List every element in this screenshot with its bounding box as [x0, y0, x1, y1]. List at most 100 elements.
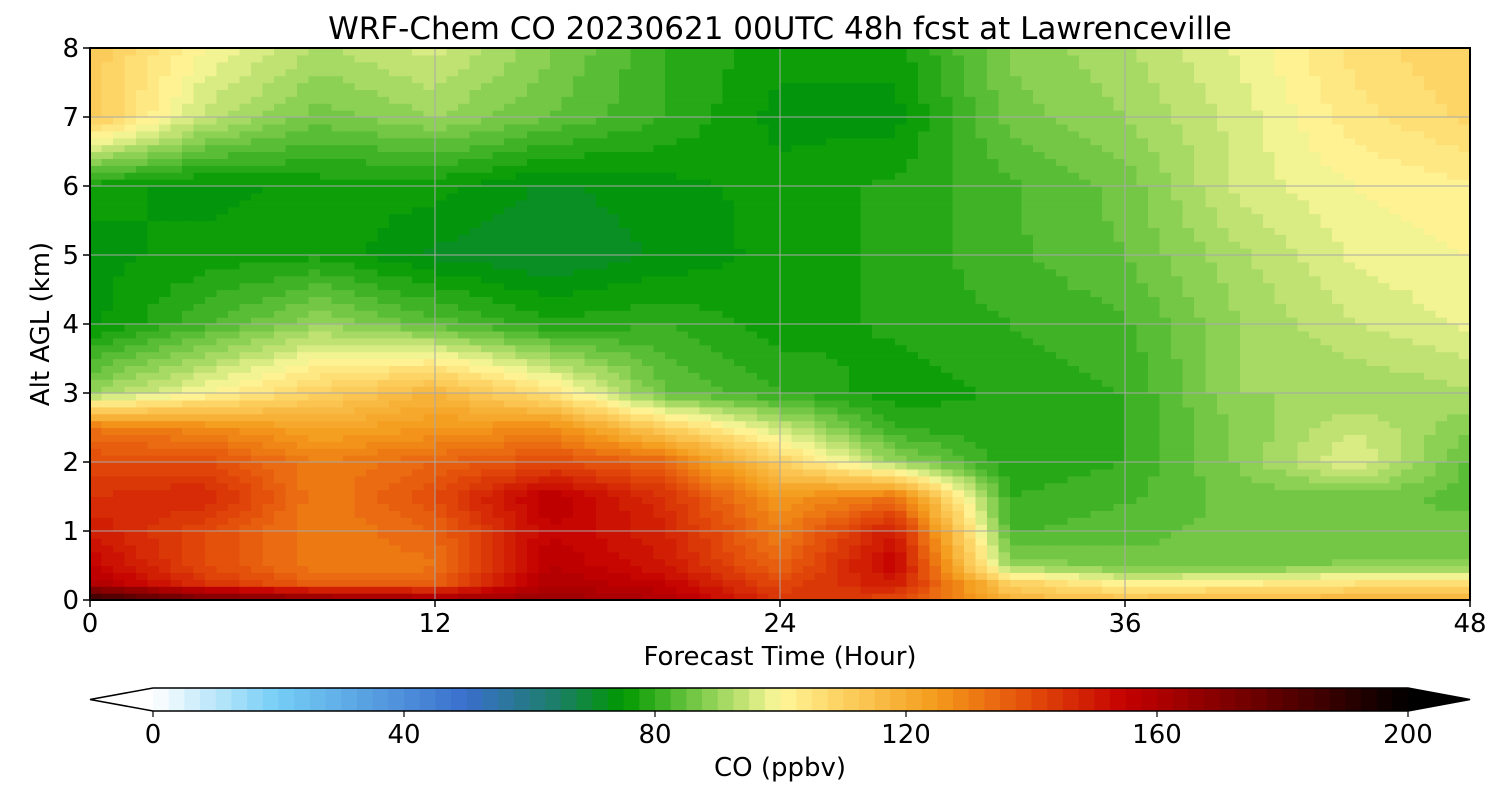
- heat-cell: [469, 317, 482, 325]
- heat-cell: [665, 344, 678, 353]
- heat-cell: [320, 524, 333, 532]
- heat-cell: [354, 448, 367, 456]
- heat-cell: [1044, 517, 1057, 525]
- heat-cell: [1102, 572, 1115, 580]
- heat-cell: [159, 579, 172, 587]
- heat-cell: [1424, 544, 1437, 553]
- heat-cell: [642, 496, 655, 504]
- heat-cell: [159, 399, 172, 408]
- heat-cell: [1056, 510, 1069, 518]
- heat-cell: [343, 468, 356, 477]
- heat-cell: [354, 551, 367, 560]
- heat-cell: [515, 337, 528, 346]
- heat-cell: [1102, 468, 1115, 477]
- heat-cell: [837, 572, 850, 580]
- heat-cell: [377, 379, 390, 387]
- heat-cell: [964, 517, 977, 525]
- heat-cell: [561, 462, 574, 470]
- heat-cell: [331, 537, 344, 546]
- heat-cell: [251, 324, 264, 332]
- heat-cell: [308, 351, 321, 360]
- heat-cell: [1148, 365, 1161, 373]
- chart-title: WRF-Chem CO 20230621 00UTC 48h fcst at L…: [328, 11, 1232, 47]
- heat-cell: [1274, 537, 1287, 546]
- heat-cell: [435, 434, 448, 442]
- heat-cell: [1171, 337, 1184, 346]
- heat-cell: [1355, 337, 1368, 346]
- heat-cell: [860, 379, 873, 387]
- heat-cell: [147, 503, 160, 511]
- heat-cell: [1228, 448, 1241, 456]
- heat-cell: [308, 420, 321, 429]
- heat-cell: [929, 558, 942, 567]
- heat-cell: [745, 503, 758, 511]
- heat-cell: [1113, 372, 1126, 380]
- heat-cell: [1366, 496, 1379, 504]
- heat-cell: [343, 420, 356, 429]
- heat-cell: [205, 386, 218, 394]
- heat-cell: [722, 413, 735, 422]
- heat-cell: [975, 586, 988, 594]
- heat-cell: [458, 462, 471, 470]
- heat-cell: [883, 462, 896, 470]
- heat-cell: [1159, 572, 1172, 580]
- heat-cell: [1240, 531, 1253, 539]
- heat-cell: [216, 420, 229, 429]
- heat-cell: [619, 482, 632, 491]
- heat-cell: [688, 565, 701, 573]
- heat-cell: [768, 586, 781, 594]
- heat-cell: [1320, 365, 1333, 373]
- heat-cell: [1424, 558, 1437, 567]
- heat-cell: [1067, 420, 1080, 429]
- heat-cell: [872, 372, 885, 380]
- heat-cell: [377, 551, 390, 560]
- heat-cell: [377, 572, 390, 580]
- heat-cell: [607, 386, 620, 394]
- heat-cell: [757, 441, 770, 449]
- heat-cell: [1125, 393, 1138, 401]
- heat-cell: [1205, 372, 1218, 380]
- heat-cell: [906, 510, 919, 518]
- heat-cell: [216, 510, 229, 518]
- heat-cell: [1458, 468, 1470, 477]
- heat-cell: [1021, 475, 1034, 484]
- heat-cell: [469, 324, 482, 332]
- heat-cell: [1228, 482, 1241, 491]
- heat-cell: [895, 558, 908, 567]
- heat-cell: [504, 427, 517, 435]
- heat-cell: [469, 579, 482, 587]
- heat-cell: [619, 517, 632, 525]
- heat-cell: [860, 434, 873, 442]
- heat-cell: [1044, 558, 1057, 567]
- heat-cell: [481, 462, 494, 470]
- heat-cell: [757, 379, 770, 387]
- heat-cell: [1424, 496, 1437, 504]
- heat-cell: [1067, 413, 1080, 422]
- heat-cell: [849, 510, 862, 518]
- heat-cell: [251, 489, 264, 498]
- heat-cell: [1010, 393, 1023, 401]
- heat-cell: [849, 427, 862, 435]
- heat-cell: [1148, 544, 1161, 553]
- heat-cell: [734, 558, 747, 567]
- heat-cell: [1067, 537, 1080, 546]
- heat-cell: [998, 441, 1011, 449]
- heat-cell: [423, 337, 436, 346]
- heat-cell: [205, 420, 218, 429]
- heat-cell: [423, 482, 436, 491]
- heat-cell: [550, 413, 563, 422]
- heat-cell: [952, 544, 965, 553]
- heat-cell: [803, 330, 816, 339]
- heat-cell: [262, 358, 275, 366]
- heat-cell: [147, 386, 160, 394]
- heat-cell: [1136, 462, 1149, 470]
- heat-cell: [734, 496, 747, 504]
- heat-cell: [1355, 379, 1368, 387]
- heat-cell: [607, 434, 620, 442]
- heat-cell: [101, 420, 114, 429]
- heat-cell: [400, 558, 413, 567]
- heat-cell: [699, 475, 712, 484]
- heat-cell: [343, 593, 356, 600]
- heat-cell: [1412, 365, 1425, 373]
- heat-cell: [826, 310, 839, 318]
